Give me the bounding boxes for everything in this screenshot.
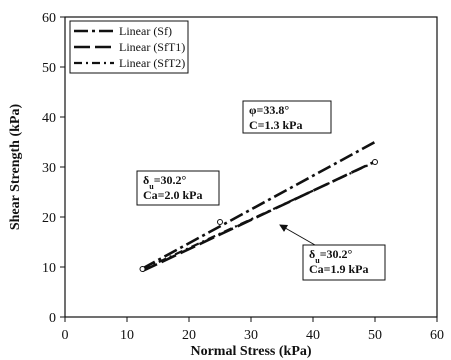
x-tick-label: 0 [62,328,69,343]
annotation-arrow [279,224,316,246]
legend-label: Linear (SfT2) [119,56,185,70]
legend: Linear (Sf) Linear (SfT1) Linear (SfT2) [69,20,189,74]
data-point [372,159,378,165]
x-axis-title: Normal Stress (kPa) [190,344,311,359]
annotation-text: Ca=1.9 kPa [309,262,369,276]
y-tick-label: 10 [42,261,56,276]
series-line-2 [142,161,376,271]
legend-label: Linear (Sf) [119,24,172,38]
y-tick-label: 0 [49,311,56,326]
annotation-text: Ca=2.0 kPa [143,188,203,202]
annotation-text: δu=30.2° [309,247,353,265]
annotation-box [242,100,332,134]
y-axis-title: Shear Strength (kPa) [8,104,23,231]
legend-label: Linear (SfT1) [119,40,185,54]
y-tick-label: 30 [42,161,56,176]
annotation-text: δu=30.2° [143,173,187,191]
data-point [217,219,223,225]
x-tick-label: 50 [368,328,382,343]
annotation-box [136,170,220,206]
y-tick-label: 40 [42,111,56,126]
series-lines [141,140,376,273]
x-tick-label: 60 [430,328,444,343]
x-tick-label: 20 [182,328,196,343]
plot-area-frame [64,16,438,318]
axis-ticks: 0 10 20 30 40 50 60 0 10 20 30 40 50 60 [42,11,444,343]
y-tick-label: 50 [42,61,56,76]
x-tick-label: 10 [120,328,134,343]
annotation-text: C=1.3 kPa [249,118,303,132]
data-point [139,266,146,272]
annotation-box [302,244,386,281]
series-line-0 [141,140,376,270]
data-points [139,159,378,272]
y-tick-label: 20 [42,211,56,226]
x-tick-label: 40 [306,328,320,343]
y-tick-label: 60 [42,11,56,26]
x-tick-label: 30 [244,328,258,343]
annotation-text: φ=33.8° [249,103,289,117]
